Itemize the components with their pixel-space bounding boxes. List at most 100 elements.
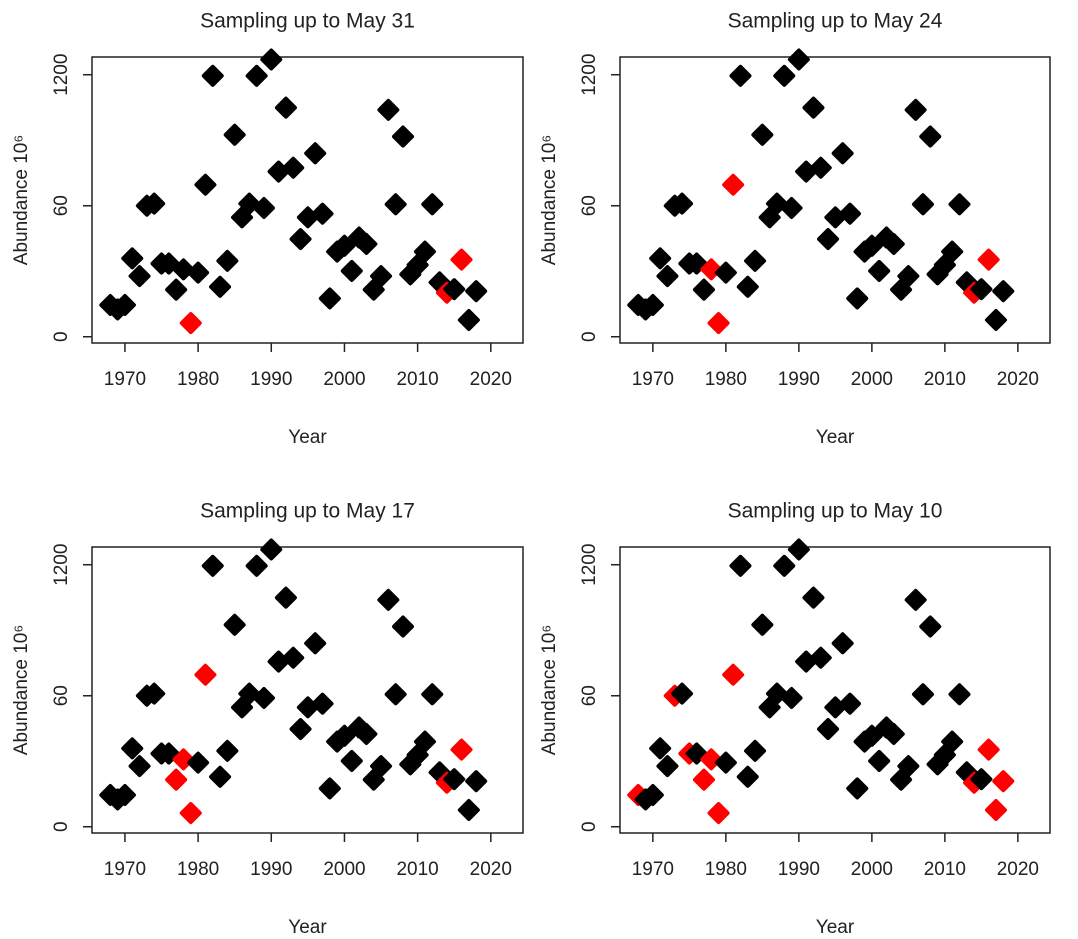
- chart-title: Sampling up to May 31: [200, 10, 415, 33]
- point: [238, 682, 261, 705]
- point: [831, 142, 854, 165]
- point: [121, 737, 144, 760]
- point: [977, 738, 1000, 761]
- point: [128, 755, 151, 778]
- x-tick-label: 1990: [778, 859, 820, 880]
- point: [333, 724, 356, 747]
- point: [362, 768, 385, 791]
- point: [413, 730, 436, 753]
- x-axis-label: Year: [288, 427, 327, 448]
- point: [736, 765, 759, 788]
- x-tick-label: 1980: [705, 859, 747, 880]
- point: [187, 751, 210, 774]
- point: [340, 259, 363, 282]
- y-axis-label: Abundance 10⁶: [539, 625, 560, 755]
- x-tick-label: 1970: [104, 369, 146, 390]
- point: [787, 538, 810, 561]
- x-tick-label: 2010: [396, 369, 438, 390]
- plot-frame: [619, 546, 1051, 834]
- point: [846, 287, 869, 310]
- point: [223, 613, 246, 636]
- point: [421, 193, 444, 216]
- point: [274, 586, 297, 609]
- point: [919, 125, 942, 148]
- point: [817, 228, 840, 251]
- point: [252, 196, 275, 219]
- point: [421, 683, 444, 706]
- point: [209, 765, 232, 788]
- point: [311, 202, 334, 225]
- y-tick-label: 0: [579, 821, 600, 832]
- x-tick-label: 2000: [323, 859, 365, 880]
- x-axis-label: Year: [816, 427, 855, 448]
- point: [355, 233, 378, 256]
- point: [216, 249, 239, 272]
- point: [370, 755, 393, 778]
- point: [245, 554, 268, 577]
- point: [729, 64, 752, 87]
- y-tick-label: 0: [579, 331, 600, 342]
- point: [216, 739, 239, 762]
- point: [172, 748, 195, 771]
- point: [649, 247, 672, 270]
- x-tick-label: 1980: [705, 369, 747, 390]
- point: [223, 123, 246, 146]
- x-tick-label: 2010: [396, 859, 438, 880]
- x-tick-label: 2010: [924, 859, 966, 880]
- x-tick-label: 1980: [177, 369, 219, 390]
- point: [289, 228, 312, 251]
- point: [729, 554, 752, 577]
- point: [707, 312, 730, 335]
- point: [384, 193, 407, 216]
- point: [179, 802, 202, 825]
- y-tick-label: 60: [579, 195, 600, 216]
- point: [641, 783, 664, 806]
- point: [143, 682, 166, 705]
- point: [465, 280, 488, 303]
- point: [992, 770, 1015, 793]
- point: [802, 96, 825, 119]
- point: [318, 777, 341, 800]
- point: [252, 686, 275, 709]
- y-tick-label: 60: [579, 685, 600, 706]
- point: [121, 247, 144, 270]
- y-tick-label: 1200: [579, 54, 600, 96]
- x-tick-label: 1980: [177, 859, 219, 880]
- y-tick-label: 1200: [51, 544, 72, 586]
- point: [838, 692, 861, 715]
- point: [765, 682, 788, 705]
- x-tick-label: 2020: [470, 859, 512, 880]
- point: [201, 554, 224, 577]
- point: [377, 98, 400, 121]
- point: [714, 751, 737, 774]
- point: [941, 240, 964, 263]
- point: [911, 683, 934, 706]
- plot-frame: [91, 546, 524, 834]
- point: [671, 682, 694, 705]
- point: [450, 738, 473, 761]
- point: [992, 280, 1015, 303]
- y-tick-label: 1200: [51, 54, 72, 96]
- x-tick-label: 2020: [470, 369, 512, 390]
- y-axis-label: Abundance 10⁶: [11, 135, 32, 265]
- point: [656, 755, 679, 778]
- point: [722, 663, 745, 686]
- point: [838, 202, 861, 225]
- point: [671, 192, 694, 215]
- point: [890, 278, 913, 301]
- point: [744, 739, 767, 762]
- point: [340, 749, 363, 772]
- point: [882, 233, 905, 256]
- point: [919, 615, 942, 638]
- y-tick-label: 60: [51, 685, 72, 706]
- point: [948, 683, 971, 706]
- point: [890, 768, 913, 791]
- point: [809, 646, 832, 669]
- x-tick-label: 1970: [104, 859, 146, 880]
- point: [948, 193, 971, 216]
- plot-frame: [619, 56, 1051, 344]
- point: [751, 123, 774, 146]
- x-tick-label: 1970: [632, 369, 674, 390]
- point: [904, 588, 927, 611]
